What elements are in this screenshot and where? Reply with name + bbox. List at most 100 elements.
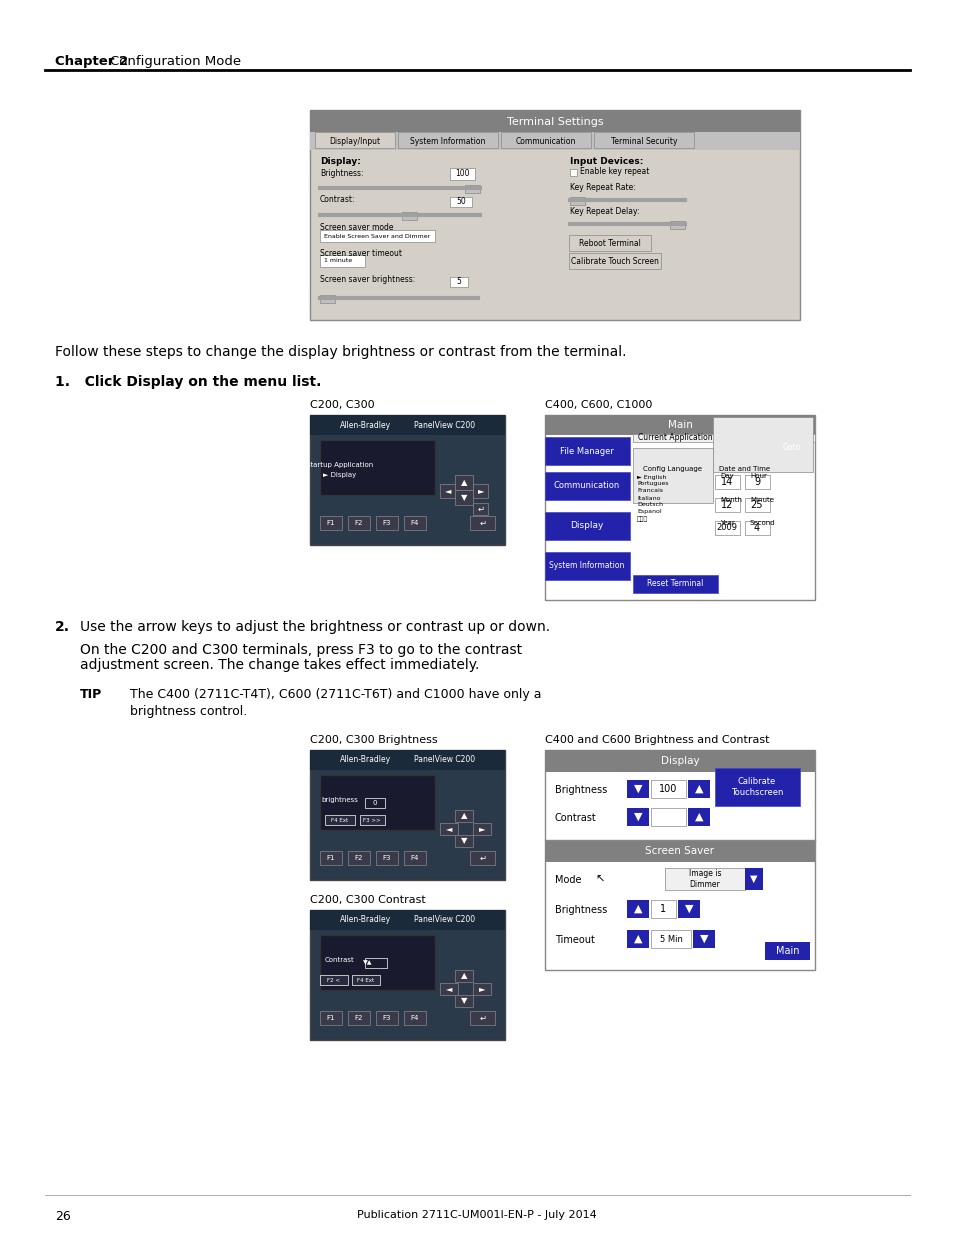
Text: Display/Input: Display/Input bbox=[329, 137, 380, 147]
Bar bbox=[473, 503, 488, 515]
Text: Config Language: Config Language bbox=[643, 466, 701, 472]
Bar bbox=[470, 851, 495, 864]
Bar bbox=[650, 900, 676, 918]
Text: F3 >>: F3 >> bbox=[363, 818, 380, 823]
Text: ▼: ▼ bbox=[460, 494, 467, 503]
FancyBboxPatch shape bbox=[310, 110, 800, 320]
Text: F1: F1 bbox=[327, 1015, 335, 1021]
Text: Month: Month bbox=[720, 496, 741, 503]
Bar bbox=[348, 851, 370, 864]
Bar bbox=[714, 768, 800, 806]
Text: 50: 50 bbox=[456, 198, 465, 206]
Text: Reboot Terminal: Reboot Terminal bbox=[578, 238, 640, 247]
Bar bbox=[687, 808, 709, 826]
Text: PanelView C200: PanelView C200 bbox=[414, 420, 475, 430]
Text: Deutsch: Deutsch bbox=[637, 503, 662, 508]
Bar bbox=[744, 498, 769, 513]
Bar bbox=[365, 798, 385, 808]
Text: Input Devices:: Input Devices: bbox=[569, 158, 642, 167]
Text: Espanol: Espanol bbox=[637, 510, 661, 515]
Text: ▲: ▲ bbox=[694, 784, 702, 794]
FancyBboxPatch shape bbox=[568, 235, 650, 251]
Bar bbox=[375, 851, 397, 864]
Text: C200, C300: C200, C300 bbox=[310, 400, 375, 410]
Bar bbox=[714, 498, 740, 513]
Text: Date and Time: Date and Time bbox=[719, 466, 770, 472]
Text: C400, C600, C1000: C400, C600, C1000 bbox=[544, 400, 652, 410]
Bar bbox=[319, 974, 348, 986]
Text: Startup Application: Startup Application bbox=[306, 462, 374, 468]
Text: Terminal Security: Terminal Security bbox=[610, 137, 677, 147]
Bar bbox=[455, 475, 473, 490]
Text: F2: F2 bbox=[355, 1015, 363, 1021]
Bar bbox=[319, 440, 435, 495]
Text: ▼: ▼ bbox=[699, 934, 707, 944]
Text: File Manager: File Manager bbox=[559, 447, 614, 456]
Bar bbox=[319, 254, 365, 267]
Text: F3: F3 bbox=[382, 855, 391, 861]
Bar bbox=[633, 448, 712, 503]
Bar bbox=[692, 930, 714, 948]
Text: 한국어: 한국어 bbox=[637, 516, 648, 522]
Text: On the C200 and C300 terminals, press F3 to go to the contrast: On the C200 and C300 terminals, press F3… bbox=[80, 643, 521, 657]
Text: Main: Main bbox=[667, 420, 692, 430]
Bar bbox=[375, 1011, 397, 1025]
FancyBboxPatch shape bbox=[594, 132, 693, 148]
Bar bbox=[772, 441, 810, 453]
Text: F2 <: F2 < bbox=[327, 977, 340, 983]
Text: ▼: ▼ bbox=[633, 784, 641, 794]
Text: Contrast: Contrast bbox=[555, 813, 597, 823]
Text: ▼: ▼ bbox=[749, 874, 757, 884]
Text: Minute: Minute bbox=[749, 496, 773, 503]
Text: Allen-Bradley: Allen-Bradley bbox=[339, 756, 391, 764]
Text: ↖: ↖ bbox=[595, 876, 604, 885]
Bar bbox=[319, 1011, 341, 1025]
Text: Current Application: Current Application bbox=[638, 433, 712, 442]
Bar bbox=[439, 484, 455, 498]
Bar bbox=[439, 823, 457, 835]
Text: ↵: ↵ bbox=[479, 519, 486, 527]
Text: ▲: ▲ bbox=[633, 904, 641, 914]
Text: Follow these steps to change the display brightness or contrast from the termina: Follow these steps to change the display… bbox=[55, 345, 626, 359]
Bar bbox=[544, 513, 629, 540]
Text: PanelView C200: PanelView C200 bbox=[414, 756, 475, 764]
Text: 1.   Click Display on the menu list.: 1. Click Display on the menu list. bbox=[55, 375, 321, 389]
Text: ▼: ▼ bbox=[460, 997, 467, 1005]
Text: ▼: ▼ bbox=[633, 811, 641, 823]
Text: Screen saver mode: Screen saver mode bbox=[319, 224, 393, 232]
Text: Screen saver brightness:: Screen saver brightness: bbox=[319, 275, 415, 284]
Text: PanelView C200: PanelView C200 bbox=[414, 915, 475, 925]
Text: Chapter 2: Chapter 2 bbox=[55, 56, 128, 68]
Bar bbox=[450, 168, 475, 180]
Text: ►: ► bbox=[478, 825, 485, 834]
Bar bbox=[359, 815, 385, 825]
Bar bbox=[348, 516, 370, 530]
Bar bbox=[473, 983, 491, 995]
Bar bbox=[569, 198, 584, 205]
Bar bbox=[544, 750, 814, 772]
Text: Mode: Mode bbox=[555, 876, 581, 885]
Bar bbox=[714, 475, 740, 489]
Text: Calibrate Touch Screen: Calibrate Touch Screen bbox=[571, 257, 659, 266]
Bar bbox=[544, 552, 629, 580]
Text: 4: 4 bbox=[753, 522, 760, 534]
FancyBboxPatch shape bbox=[568, 253, 660, 269]
Text: Timeout: Timeout bbox=[555, 935, 595, 945]
Text: System Information: System Information bbox=[549, 562, 624, 571]
Text: 25: 25 bbox=[750, 500, 762, 510]
Text: ▲: ▲ bbox=[460, 811, 467, 820]
Text: F1: F1 bbox=[327, 855, 335, 861]
Bar bbox=[310, 415, 504, 435]
Text: ↵: ↵ bbox=[479, 1014, 486, 1023]
Text: F4 Ext: F4 Ext bbox=[331, 818, 348, 823]
Text: Reset Terminal: Reset Terminal bbox=[646, 579, 702, 589]
Bar bbox=[365, 958, 387, 968]
Text: ▼: ▼ bbox=[460, 836, 467, 846]
Text: Display:: Display: bbox=[319, 158, 360, 167]
Bar bbox=[764, 942, 809, 960]
Text: 5: 5 bbox=[456, 278, 461, 287]
Text: ◄: ◄ bbox=[444, 487, 451, 495]
Bar bbox=[325, 815, 355, 825]
Bar bbox=[687, 781, 709, 798]
Text: Contrast:: Contrast: bbox=[319, 195, 355, 205]
